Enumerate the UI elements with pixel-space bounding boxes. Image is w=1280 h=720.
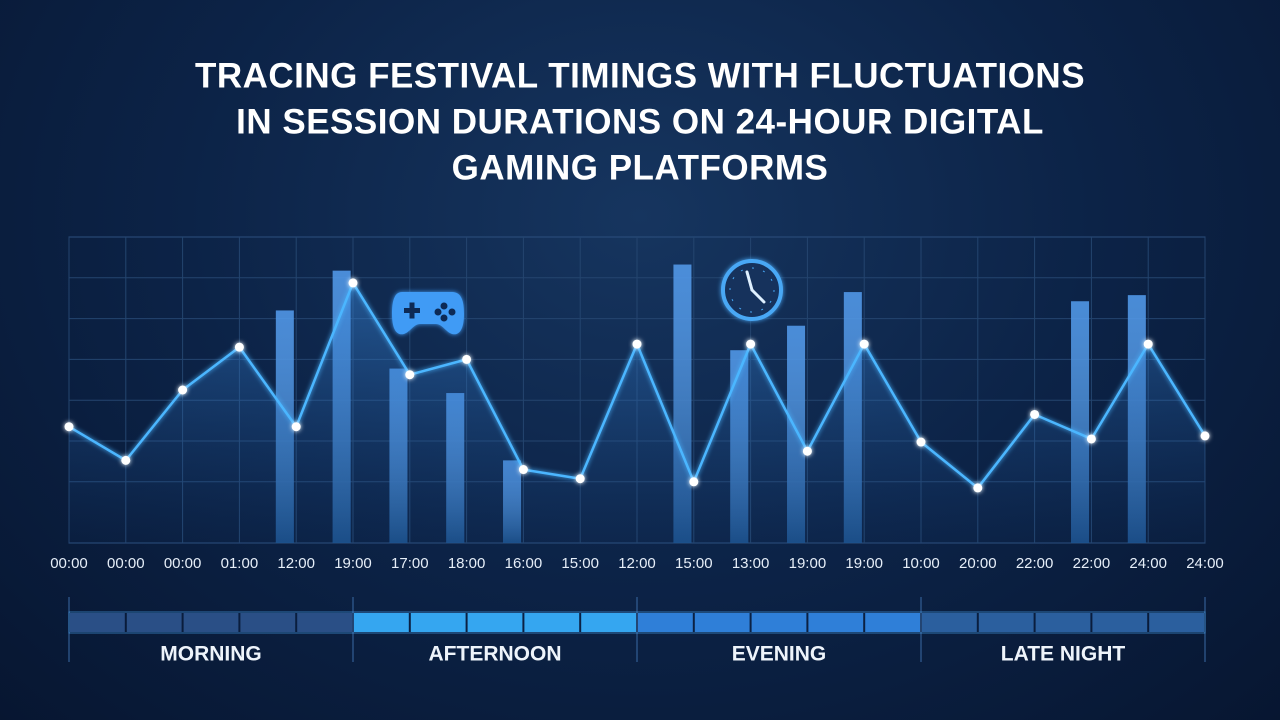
point bbox=[291, 422, 301, 432]
point bbox=[1030, 409, 1040, 419]
period-segment bbox=[1092, 613, 1148, 632]
period-label: LATE NIGHT bbox=[1001, 643, 1126, 666]
x-tick-label: 15:00 bbox=[675, 555, 713, 572]
period-label: EVENING bbox=[732, 643, 827, 666]
period-segment bbox=[1149, 613, 1204, 632]
x-tick-label: 01:00 bbox=[221, 555, 259, 572]
x-tick-label: 13:00 bbox=[732, 555, 770, 572]
point bbox=[121, 455, 131, 465]
x-tick-label: 16:00 bbox=[505, 555, 543, 572]
chart-title: TRACING FESTIVAL TIMINGS WITH FLUCTUATIO… bbox=[195, 56, 1085, 95]
period-segment bbox=[467, 613, 523, 632]
period-segment bbox=[183, 613, 239, 632]
point bbox=[518, 465, 528, 475]
point bbox=[575, 474, 585, 484]
x-tick-label: 19:00 bbox=[334, 555, 372, 572]
period-segment bbox=[524, 613, 580, 632]
point bbox=[973, 483, 983, 493]
point bbox=[689, 477, 699, 487]
x-tick-label: 15:00 bbox=[561, 555, 599, 572]
point bbox=[405, 370, 415, 380]
point bbox=[802, 446, 812, 456]
point bbox=[632, 339, 642, 349]
gamepad-icon bbox=[392, 292, 464, 335]
period-segment bbox=[126, 613, 182, 632]
chart-title: IN SESSION DURATIONS ON 24-HOUR DIGITAL bbox=[236, 102, 1044, 141]
clock-icon bbox=[721, 259, 783, 321]
point bbox=[348, 278, 358, 288]
x-tick-label: 10:00 bbox=[902, 555, 940, 572]
period-label: MORNING bbox=[160, 643, 262, 666]
point bbox=[1200, 431, 1210, 441]
chart-title: GAMING PLATFORMS bbox=[452, 148, 829, 187]
point bbox=[1086, 434, 1096, 444]
period-segment bbox=[694, 613, 750, 632]
line-area bbox=[69, 282, 1205, 543]
period-segment bbox=[922, 613, 977, 632]
x-tick-label: 00:00 bbox=[164, 555, 202, 572]
point bbox=[746, 339, 756, 349]
x-tick-label: 19:00 bbox=[789, 555, 827, 572]
point bbox=[1143, 339, 1153, 349]
point bbox=[859, 339, 869, 349]
x-tick-label: 12:00 bbox=[618, 555, 656, 572]
plot bbox=[64, 264, 1210, 543]
period-segment bbox=[751, 613, 807, 632]
x-tick-label: 20:00 bbox=[959, 555, 997, 572]
x-tick-label: 24:00 bbox=[1186, 555, 1224, 572]
period-segment bbox=[581, 613, 636, 632]
period-segment bbox=[410, 613, 466, 632]
x-tick-label: 18:00 bbox=[448, 555, 486, 572]
period-segment bbox=[978, 613, 1034, 632]
x-tick-label: 22:00 bbox=[1073, 555, 1111, 572]
period-segment bbox=[297, 613, 352, 632]
point bbox=[234, 342, 244, 352]
point bbox=[178, 385, 188, 395]
x-tick-label: 00:00 bbox=[50, 555, 88, 572]
x-tick-label: 22:00 bbox=[1016, 555, 1054, 572]
period-segment bbox=[638, 613, 693, 632]
point bbox=[64, 422, 74, 432]
period-segment bbox=[1035, 613, 1091, 632]
period-frame bbox=[68, 611, 1206, 634]
x-tick-label: 24:00 bbox=[1129, 555, 1167, 572]
period-segment bbox=[808, 613, 864, 632]
period-strip: MORNING AFTERNOON EVENING LATE NIGHT bbox=[68, 597, 1206, 666]
period-segment bbox=[70, 613, 125, 632]
x-tick-label: 17:00 bbox=[391, 555, 429, 572]
period-segment bbox=[240, 613, 296, 632]
period-label: AFTERNOON bbox=[429, 643, 562, 666]
x-tick-label: 19:00 bbox=[845, 555, 883, 572]
point bbox=[916, 437, 926, 447]
point bbox=[462, 354, 472, 364]
x-tick-label: 00:00 bbox=[107, 555, 145, 572]
period-segment bbox=[354, 613, 409, 632]
period-segment bbox=[865, 613, 920, 632]
x-tick-label: 12:00 bbox=[277, 555, 315, 572]
